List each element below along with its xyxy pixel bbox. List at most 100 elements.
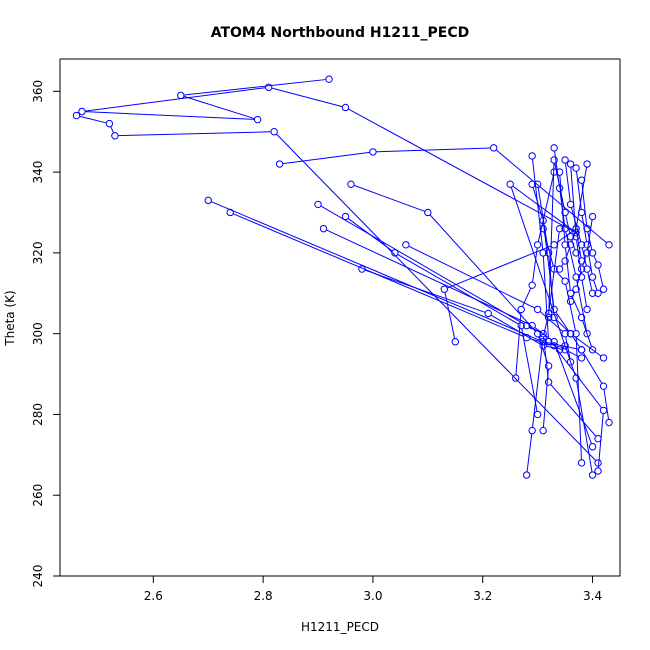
data-point	[566, 160, 575, 168]
data-point	[517, 305, 525, 314]
data-point	[522, 471, 531, 479]
series-segment	[542, 369, 549, 428]
data-point	[544, 362, 553, 370]
series-segment	[526, 433, 533, 472]
series-track	[319, 224, 597, 451]
data-point	[72, 111, 81, 120]
data-point	[528, 321, 536, 330]
series-track	[511, 168, 558, 382]
data-point	[424, 208, 432, 217]
series-segment	[522, 288, 532, 307]
data-point	[369, 148, 377, 156]
series-track	[275, 144, 613, 249]
data-point	[550, 144, 558, 152]
data-point	[555, 346, 564, 354]
data-point	[539, 333, 547, 342]
data-point	[325, 75, 333, 83]
data-point	[204, 196, 212, 205]
data-point	[528, 281, 536, 289]
series-segment	[565, 163, 571, 202]
series-segment	[581, 248, 587, 266]
data-point	[484, 309, 492, 318]
data-point	[577, 241, 586, 249]
series-segment	[571, 292, 576, 299]
data-point	[533, 241, 542, 249]
series-segment	[550, 384, 597, 437]
data-point	[561, 241, 569, 249]
data-point	[533, 180, 542, 188]
series-segment	[598, 268, 604, 287]
series-segment	[85, 87, 266, 112]
series-track	[566, 160, 591, 314]
data-point	[594, 261, 602, 269]
data-point	[588, 443, 597, 451]
series-segment	[593, 255, 598, 263]
series-track	[226, 208, 608, 475]
data-point	[594, 289, 602, 297]
data-point	[594, 467, 602, 475]
series-segment	[397, 254, 519, 325]
series-segment	[555, 348, 602, 409]
series-segment	[320, 205, 524, 325]
series-segment	[532, 341, 544, 428]
data-point	[588, 273, 597, 281]
data-point	[550, 265, 558, 273]
series-segment	[376, 147, 491, 153]
series-track	[555, 160, 591, 273]
x-tick-label: 3.4	[583, 589, 602, 603]
data-point	[572, 285, 580, 293]
data-point	[402, 241, 410, 249]
data-point	[599, 285, 608, 293]
data-point	[550, 156, 558, 164]
series-segment	[575, 337, 582, 460]
data-point	[451, 338, 459, 346]
series-segment	[548, 231, 560, 311]
data-point	[577, 354, 586, 362]
data-point	[577, 459, 586, 467]
series-segment	[573, 335, 602, 357]
series-segment	[587, 272, 593, 291]
series-segment	[532, 248, 538, 282]
data-point	[577, 313, 586, 322]
series-segment	[571, 231, 576, 242]
data-point	[572, 224, 580, 233]
y-axis-label: Theta (K)	[3, 290, 17, 346]
data-point	[358, 265, 366, 273]
y-tick-label: 240	[31, 565, 45, 588]
data-point	[561, 156, 569, 164]
data-point	[599, 382, 608, 390]
data-point	[588, 346, 597, 354]
data-point	[572, 329, 580, 338]
data-point	[533, 305, 542, 314]
series-segment	[556, 230, 574, 244]
series-segment	[554, 344, 592, 444]
series-segment	[582, 320, 592, 347]
series-segment	[365, 269, 486, 313]
y-tick-label: 360	[31, 80, 45, 103]
data-point	[572, 164, 580, 172]
data-point	[539, 224, 547, 233]
data-point	[105, 119, 114, 128]
data-point	[391, 249, 399, 257]
data-point	[539, 329, 547, 338]
data-point	[561, 342, 569, 350]
data-point	[314, 200, 322, 209]
series-segment	[543, 231, 554, 266]
data-point	[341, 212, 350, 221]
data-point	[605, 241, 613, 249]
x-axis-label: H1211_PECD	[301, 620, 379, 634]
data-point	[341, 103, 350, 112]
data-point	[253, 115, 262, 124]
series-segment	[118, 131, 271, 137]
data-point	[555, 265, 564, 273]
data-point	[544, 313, 553, 322]
x-tick-label: 2.8	[254, 589, 273, 603]
y-tick-label: 340	[31, 161, 45, 184]
data-point	[347, 180, 355, 188]
series-segment	[556, 319, 569, 332]
data-point	[78, 107, 86, 116]
series-track	[72, 111, 602, 467]
data-point	[577, 346, 586, 354]
data-point	[555, 184, 564, 192]
